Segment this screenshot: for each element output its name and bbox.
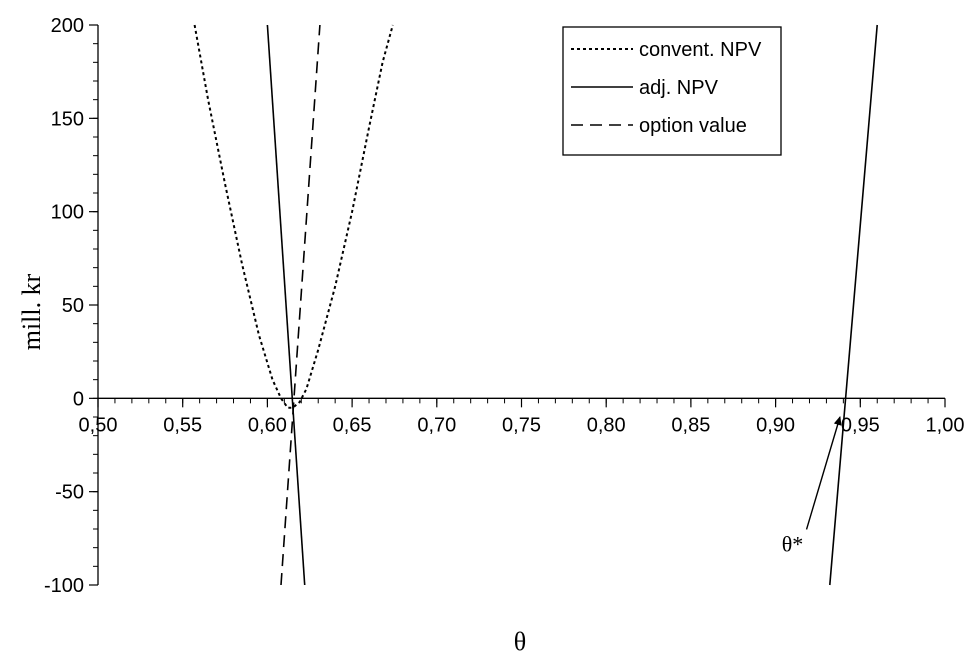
x-tick-label: 0,50: [79, 414, 118, 436]
annotation-label: θ*: [782, 531, 804, 556]
annotation-layer: θ*: [782, 416, 842, 556]
y-tick-label: -50: [55, 482, 84, 504]
y-axis-title-group: mill. kr: [17, 273, 46, 350]
x-tick-label: 0,60: [248, 414, 287, 436]
x-tick-label: 0,55: [163, 414, 202, 436]
x-tick-label: 0,70: [417, 414, 456, 436]
legend: convent. NPV adj. NPV option value: [562, 26, 782, 156]
x-axis-title: θ: [514, 627, 526, 656]
legend-label: adj. NPV: [639, 77, 719, 99]
series-line-option-value: [280, 24, 321, 586]
x-tick-label: 0,85: [671, 414, 710, 436]
legend-label: option value: [639, 115, 747, 137]
x-tick-label: 0,65: [333, 414, 372, 436]
y-tick-label: 100: [51, 202, 84, 224]
x-tick-label: 0,95: [841, 414, 880, 436]
y-tick-label: 200: [51, 15, 84, 37]
x-tick-label: 0,80: [587, 414, 626, 436]
y-tick-label: -100: [44, 575, 84, 597]
y-tick-label: 150: [51, 108, 84, 130]
y-axis-title: mill. kr: [17, 273, 46, 350]
y-tick-label: 0: [73, 388, 84, 410]
series-line-adj-npv: [266, 24, 306, 586]
series-layer: [193, 24, 878, 586]
series-line-convent-npv: [193, 24, 394, 409]
legend-box: [562, 26, 782, 156]
legend-label: convent. NPV: [639, 39, 762, 61]
y-tick-label: 50: [62, 295, 84, 317]
x-tick-label: 0,75: [502, 414, 541, 436]
series-line-adj-npv: [829, 24, 878, 586]
annotation-arrow: [805, 416, 842, 530]
x-tick-label: 0,90: [756, 414, 795, 436]
axes: -100 -50 0 50 100 150 200 0,50 0,55 0,60 0,65 0,70 0…: [44, 15, 965, 597]
x-tick-label: 1,00: [926, 414, 965, 436]
